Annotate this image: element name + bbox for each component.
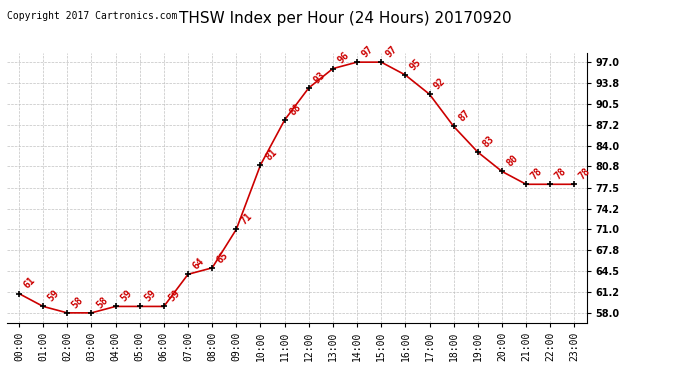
Text: 78: 78 [529, 166, 544, 182]
Text: 59: 59 [46, 288, 61, 304]
Text: 93: 93 [312, 70, 327, 85]
Text: Copyright 2017 Cartronics.com: Copyright 2017 Cartronics.com [7, 11, 177, 21]
Text: 97: 97 [360, 44, 375, 59]
Text: 64: 64 [191, 256, 206, 272]
Text: 59: 59 [119, 288, 134, 304]
Text: 78: 78 [578, 166, 593, 182]
Text: 96: 96 [336, 50, 351, 66]
Text: 95: 95 [408, 57, 424, 72]
Text: 78: 78 [553, 166, 569, 182]
Text: 59: 59 [167, 288, 182, 304]
Text: 65: 65 [215, 250, 230, 265]
Text: 88: 88 [288, 102, 303, 117]
Text: 59: 59 [143, 288, 158, 304]
Text: THSW  (°F): THSW (°F) [515, 23, 575, 33]
Text: 80: 80 [505, 153, 520, 169]
Text: 61: 61 [22, 275, 37, 291]
Text: 71: 71 [239, 211, 255, 226]
Text: 58: 58 [70, 295, 86, 310]
Text: 87: 87 [457, 108, 472, 124]
Text: THSW Index per Hour (24 Hours) 20170920: THSW Index per Hour (24 Hours) 20170920 [179, 11, 511, 26]
Text: 92: 92 [433, 76, 448, 92]
Text: 83: 83 [481, 134, 496, 149]
Text: 58: 58 [95, 295, 110, 310]
Text: 81: 81 [264, 147, 279, 162]
Text: 97: 97 [384, 44, 400, 59]
